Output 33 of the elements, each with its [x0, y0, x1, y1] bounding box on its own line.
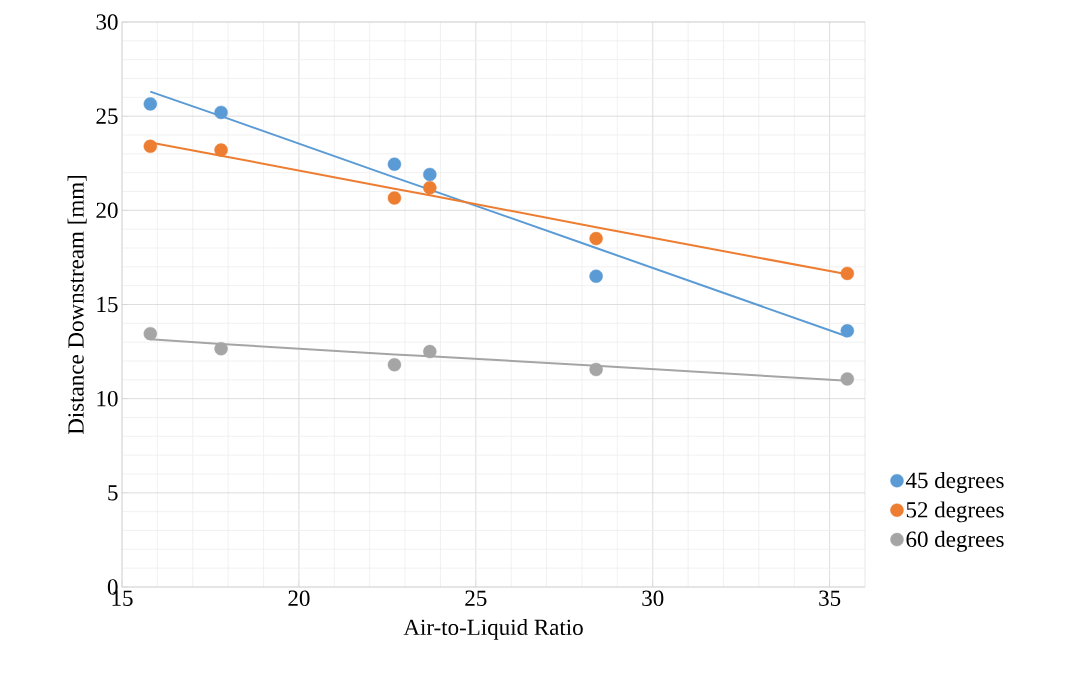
- x-tick-label: 20: [288, 590, 310, 607]
- point: [423, 181, 437, 195]
- y-tick-label: 20: [96, 202, 118, 219]
- point: [840, 266, 855, 281]
- point: [143, 97, 158, 111]
- x-tick-label: 30: [642, 590, 664, 607]
- point: [840, 324, 855, 338]
- x-axis-title: Air-to-Liquid Ratio: [403, 618, 583, 640]
- point: [423, 344, 437, 359]
- y-tick-label: 5: [108, 485, 118, 501]
- point: [387, 358, 402, 372]
- point: [589, 231, 603, 246]
- y-tick-label: 15: [97, 296, 118, 313]
- point: [589, 269, 603, 283]
- point: [840, 372, 855, 386]
- point: [214, 342, 228, 356]
- y-tick-label: 30: [96, 14, 118, 30]
- point: [143, 326, 158, 341]
- legend-label: 60 degrees: [906, 530, 1004, 552]
- y-axis-title: Distance Downstream [mm]: [67, 175, 87, 435]
- x-tick-label: 35: [819, 590, 841, 606]
- y-tick-label: 25: [96, 108, 118, 124]
- point: [423, 167, 437, 182]
- point: [214, 143, 228, 157]
- x-tick-label: 25: [465, 590, 487, 606]
- point: [387, 191, 402, 205]
- y-tick-label: 10: [97, 390, 118, 407]
- point: [214, 105, 228, 120]
- point: [387, 157, 402, 171]
- point: [143, 139, 158, 153]
- legend-label: 52 degrees: [906, 501, 1004, 523]
- legend-label: 45 degrees: [905, 471, 1004, 493]
- point: [589, 362, 603, 377]
